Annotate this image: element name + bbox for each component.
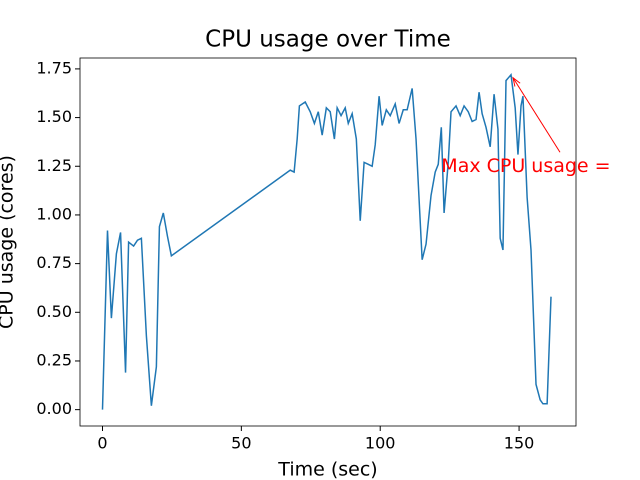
y-tick-label: 1.50 [36,107,72,126]
y-tick-label: 0.75 [36,253,72,272]
x-tick-label: 150 [504,434,535,453]
y-tick-label: 0.50 [36,302,72,321]
y-tick-label: 1.00 [36,204,72,223]
y-tick-label: 1.75 [36,58,72,77]
x-tick-label: 100 [365,434,396,453]
x-tick-label: 0 [97,434,107,453]
annotation-arrow [512,77,561,153]
x-axis-label: Time (sec) [277,459,377,480]
annotation-arrowhead [512,76,521,87]
x-tick-label: 50 [231,434,251,453]
plot-frame [79,57,577,427]
y-tick-label: 0.00 [36,399,72,418]
y-tick-label: 1.25 [36,156,72,175]
chart-title: CPU usage over Time [205,27,451,53]
annotation-text: Max CPU usage = [441,155,610,177]
y-axis-label: CPU usage (cores) [0,155,18,329]
data-line [101,72,552,410]
y-tick-label: 0.25 [36,350,72,369]
